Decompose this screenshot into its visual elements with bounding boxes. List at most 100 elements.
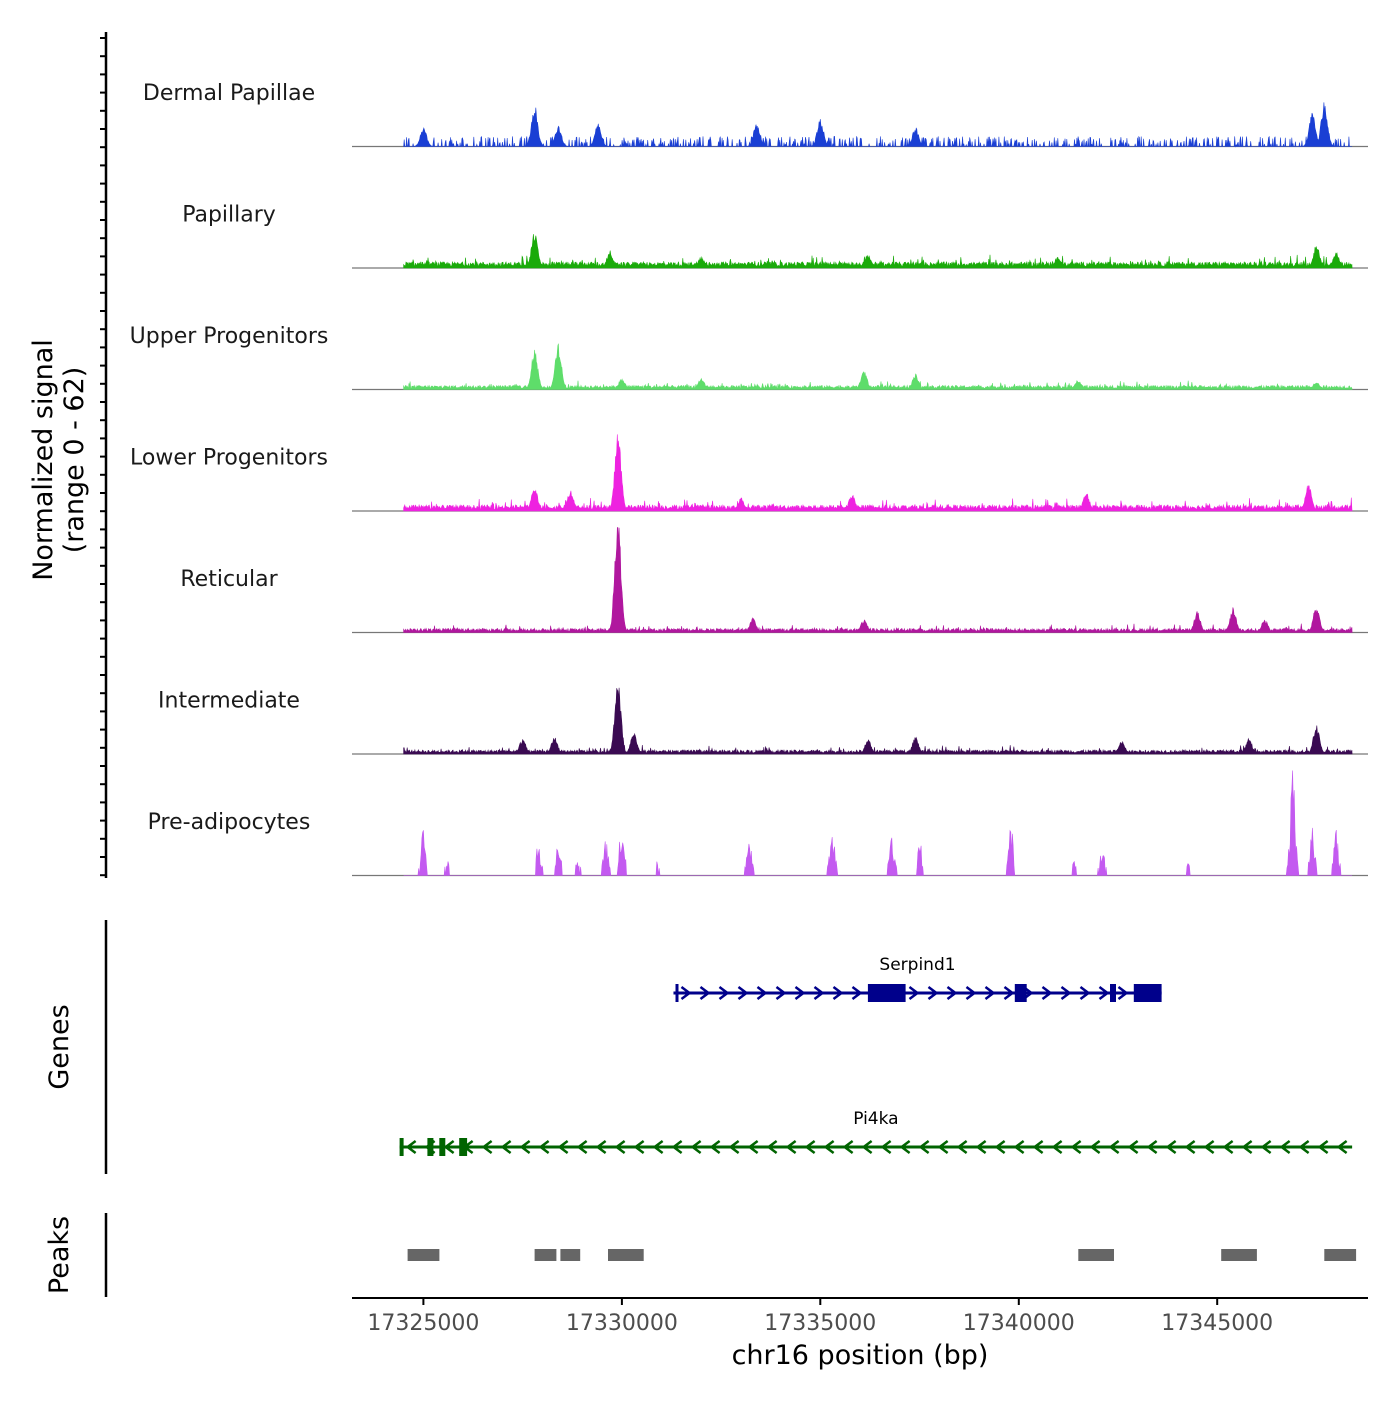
track-signal-pre-adipocytes [403, 770, 1353, 876]
track-label: Papillary [182, 203, 276, 228]
track-label: Lower Progenitors [130, 446, 328, 471]
gene-exon [439, 1138, 446, 1156]
strand-arrow [956, 1140, 968, 1154]
strand-arrow [946, 986, 958, 1000]
x-axis: 17325000 17330000 17335000 17340000 17345000… [352, 1297, 1368, 1371]
strand-arrow [1013, 1140, 1025, 1154]
x-axis-title: chr16 position (bp) [732, 1340, 989, 1371]
strand-arrow [519, 1140, 531, 1154]
strand-arrow [1165, 1140, 1177, 1154]
peak-region [1078, 1249, 1114, 1261]
strand-arrow [1089, 1140, 1101, 1154]
track-label: Dermal Papillae [143, 81, 315, 106]
peaks-panel: Peaks [44, 1213, 1357, 1297]
strand-arrow [823, 1140, 835, 1154]
x-tick-label: 17345000 [1161, 1311, 1273, 1336]
gene-exon [1133, 984, 1162, 1002]
signal-axis-title: Normalized signal (range 0 - 62) [28, 339, 90, 581]
genes-panel-title: Genes [44, 1004, 75, 1089]
x-tick-label: 17330000 [566, 1311, 678, 1336]
strand-arrow [1003, 986, 1015, 1000]
strand-arrow [576, 1140, 588, 1154]
strand-arrow [652, 1140, 664, 1154]
strand-arrow [680, 986, 692, 1000]
gene-serpind1: Serpind1 [673, 955, 1162, 1002]
x-tick-label: 17340000 [963, 1311, 1075, 1336]
track-lower-progenitors: Lower Progenitors [130, 434, 1368, 512]
strand-arrow [690, 1140, 702, 1154]
gene-exon [867, 984, 906, 1002]
track-label: Reticular [180, 567, 278, 592]
strand-arrow [1260, 1140, 1272, 1154]
gene-exon [1110, 984, 1116, 1002]
strand-arrow [405, 1140, 417, 1154]
gene-exon [459, 1138, 468, 1156]
signal-tracks: Dermal Papillae Papillary Upper Progenitor… [130, 81, 1368, 877]
track-signal-dermal-papillae [403, 102, 1353, 148]
gene-exon [1014, 984, 1027, 1002]
track-label: Upper Progenitors [130, 324, 329, 349]
track-papillary: Papillary [182, 203, 1368, 269]
strand-arrow [804, 1140, 816, 1154]
strand-arrow [994, 1139, 1006, 1155]
strand-arrow [633, 1140, 645, 1154]
track-dermal-papillae: Dermal Papillae [143, 81, 1368, 148]
strand-arrow [775, 986, 787, 1000]
gene-exon [399, 1138, 404, 1156]
strand-arrow [1184, 1140, 1196, 1154]
gene-exon [427, 1138, 434, 1156]
strand-arrow [614, 1140, 626, 1154]
strand-arrow [1127, 1140, 1139, 1154]
strand-arrow [1041, 986, 1053, 1000]
track-signal-intermediate [403, 687, 1353, 755]
strand-arrow [747, 1140, 759, 1154]
gene-pi4ka: Pi4ka [399, 1109, 1353, 1156]
strand-arrow [927, 986, 939, 1000]
strand-arrow [1336, 1140, 1348, 1154]
strand-arrow [1241, 1140, 1253, 1154]
strand-arrow [595, 1140, 607, 1154]
gene-models: Serpind1 Pi4ka [399, 955, 1353, 1156]
strand-arrow [1070, 1140, 1082, 1154]
strand-arrow [1098, 986, 1110, 1000]
peak-region [407, 1249, 440, 1261]
strand-arrow [443, 1140, 455, 1154]
strand-arrow [671, 1140, 683, 1154]
track-signal-upper-progenitors [403, 343, 1353, 390]
track-signal-reticular [403, 527, 1353, 633]
signal-axis-title-line1: Normalized signal [28, 339, 59, 581]
strand-arrow [737, 986, 749, 1000]
strand-arrow [984, 986, 996, 1000]
strand-arrow [1279, 1140, 1291, 1154]
strand-arrow [728, 1140, 740, 1154]
strand-arrow [1051, 1140, 1063, 1154]
gene-exon [675, 984, 679, 1002]
strand-arrow [899, 1140, 911, 1154]
peak-region [534, 1249, 557, 1261]
strand-arrow [880, 1140, 892, 1154]
genes-panel: Genes Serpind1 Pi4ka [44, 920, 1353, 1174]
peak-region [1324, 1249, 1357, 1261]
strand-arrow [842, 1140, 854, 1154]
strand-arrow [813, 986, 825, 1000]
strand-arrow [1146, 1140, 1158, 1154]
track-signal-lower-progenitors [403, 434, 1353, 512]
peak-region [1221, 1249, 1257, 1261]
x-tick-label: 17325000 [367, 1311, 479, 1336]
track-reticular: Reticular [180, 527, 1368, 634]
strand-arrow [851, 986, 863, 1000]
strand-arrow [965, 986, 977, 1000]
strand-arrow [1060, 986, 1072, 1000]
strand-arrow [538, 1140, 550, 1154]
strand-arrow [1317, 1140, 1329, 1154]
track-intermediate: Intermediate [158, 687, 1368, 755]
strand-arrow [1108, 1140, 1120, 1154]
peaks-panel-title: Peaks [44, 1216, 75, 1294]
strand-arrow [975, 1140, 987, 1154]
peak-region [560, 1249, 581, 1261]
strand-arrow [832, 986, 844, 1000]
strand-arrow [557, 1140, 569, 1154]
strand-arrow [766, 1140, 778, 1154]
